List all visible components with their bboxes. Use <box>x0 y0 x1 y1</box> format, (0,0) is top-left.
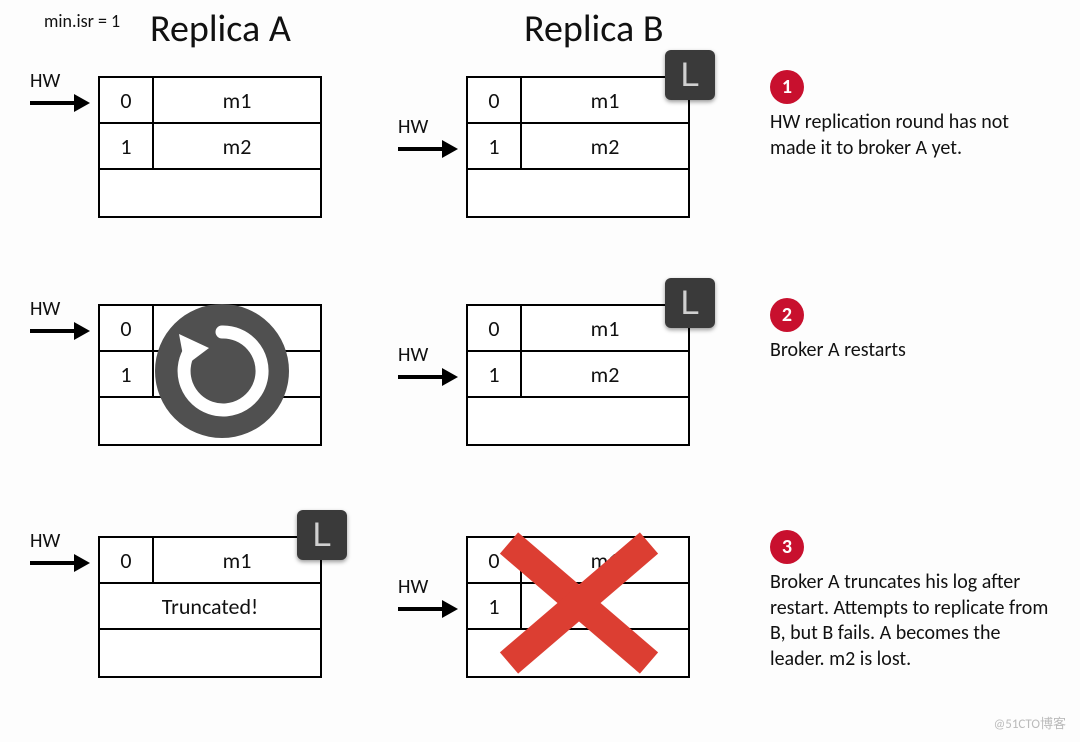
step-badge: 3 <box>770 530 804 564</box>
cell-offset <box>468 170 522 216</box>
step-badge: 1 <box>770 70 804 104</box>
cell-msg: m2 <box>522 352 688 396</box>
cell-offset: 1 <box>468 584 522 628</box>
cell-offset: 0 <box>100 78 154 122</box>
hw-label: HW <box>398 575 428 599</box>
log-row: 1m2 <box>468 352 688 398</box>
log-row <box>468 630 688 676</box>
log-row <box>468 170 688 216</box>
log-row: 0m1 <box>100 538 320 584</box>
cell-offset <box>100 630 154 676</box>
hw-arrow-icon <box>396 365 460 389</box>
leader-badge: L <box>665 278 715 328</box>
cell-msg: m2 <box>154 124 320 168</box>
log-table-b: 0m11m2 <box>466 304 690 446</box>
cell-offset <box>100 170 154 216</box>
log-row <box>468 398 688 444</box>
cell-offset <box>468 630 522 676</box>
cell-msg: m1 <box>154 78 320 122</box>
log-table-b: 0m11m2 <box>466 76 690 218</box>
leader-badge: L <box>297 510 347 560</box>
watermark: @51CTO博客 <box>994 713 1066 732</box>
cell-msg: m1 <box>522 78 688 122</box>
cell-msg <box>522 170 688 216</box>
log-row: 0m1 <box>468 78 688 124</box>
cell-msg: m1 <box>154 538 320 582</box>
hw-label: HW <box>398 343 428 367</box>
hw-label: HW <box>30 529 60 553</box>
hw-arrow-icon <box>28 551 92 575</box>
log-table-a: 0m11m2 <box>98 76 322 218</box>
log-table-a: 0m1Truncated! <box>98 536 322 678</box>
hw-arrow-icon <box>396 597 460 621</box>
cell-msg <box>154 630 320 676</box>
cell-full: Truncated! <box>100 584 320 628</box>
cell-offset: 0 <box>468 306 522 350</box>
hw-arrow-icon <box>396 137 460 161</box>
log-row: 1 <box>468 584 688 630</box>
hw-label: HW <box>398 115 428 139</box>
cell-offset: 1 <box>468 124 522 168</box>
config-label: min.isr = 1 <box>44 10 120 32</box>
step-note: HW replication round has not made it to … <box>770 110 1050 161</box>
hw-label: HW <box>30 297 60 321</box>
leader-badge: L <box>665 50 715 100</box>
step-note: Broker A restarts <box>770 338 1050 364</box>
cell-msg: m1 <box>522 538 688 582</box>
step-badge: 2 <box>770 298 804 332</box>
diagram-row-2: 01HW0m11m2HWL2Broker A restarts <box>0 296 1080 496</box>
cell-msg <box>522 584 688 628</box>
log-row: 0m1 <box>468 538 688 584</box>
hw-arrow-icon <box>28 91 92 115</box>
cell-msg: m1 <box>522 306 688 350</box>
cell-offset <box>100 398 154 444</box>
hw-label: HW <box>30 69 60 93</box>
log-row <box>100 170 320 216</box>
log-row <box>100 630 320 676</box>
cell-offset: 0 <box>100 306 154 350</box>
cell-msg <box>154 170 320 216</box>
step-note: Broker A truncates his log after restart… <box>770 570 1050 672</box>
log-row: 1m2 <box>100 124 320 170</box>
log-row: 0m1 <box>100 78 320 124</box>
diagram-row-3: 0m1Truncated!HWL0m11HW3Broker A truncate… <box>0 528 1080 728</box>
header-replica-b: Replica B <box>524 6 664 52</box>
cell-offset: 1 <box>468 352 522 396</box>
cell-offset: 1 <box>100 352 154 396</box>
cell-offset: 0 <box>468 538 522 582</box>
cell-offset <box>468 398 522 444</box>
restart-icon <box>155 304 289 438</box>
cell-msg <box>522 398 688 444</box>
cell-offset: 1 <box>100 124 154 168</box>
log-row: 0m1 <box>468 306 688 352</box>
header-replica-a: Replica A <box>150 6 291 52</box>
cell-msg: m2 <box>522 124 688 168</box>
diagram-row-1: 0m11m2HW0m11m2HWL1HW replication round h… <box>0 68 1080 268</box>
log-row: Truncated! <box>100 584 320 630</box>
hw-arrow-icon <box>28 319 92 343</box>
log-table-b: 0m11 <box>466 536 690 678</box>
cell-offset: 0 <box>100 538 154 582</box>
log-row: 1m2 <box>468 124 688 170</box>
cell-offset: 0 <box>468 78 522 122</box>
cell-msg <box>522 630 688 676</box>
